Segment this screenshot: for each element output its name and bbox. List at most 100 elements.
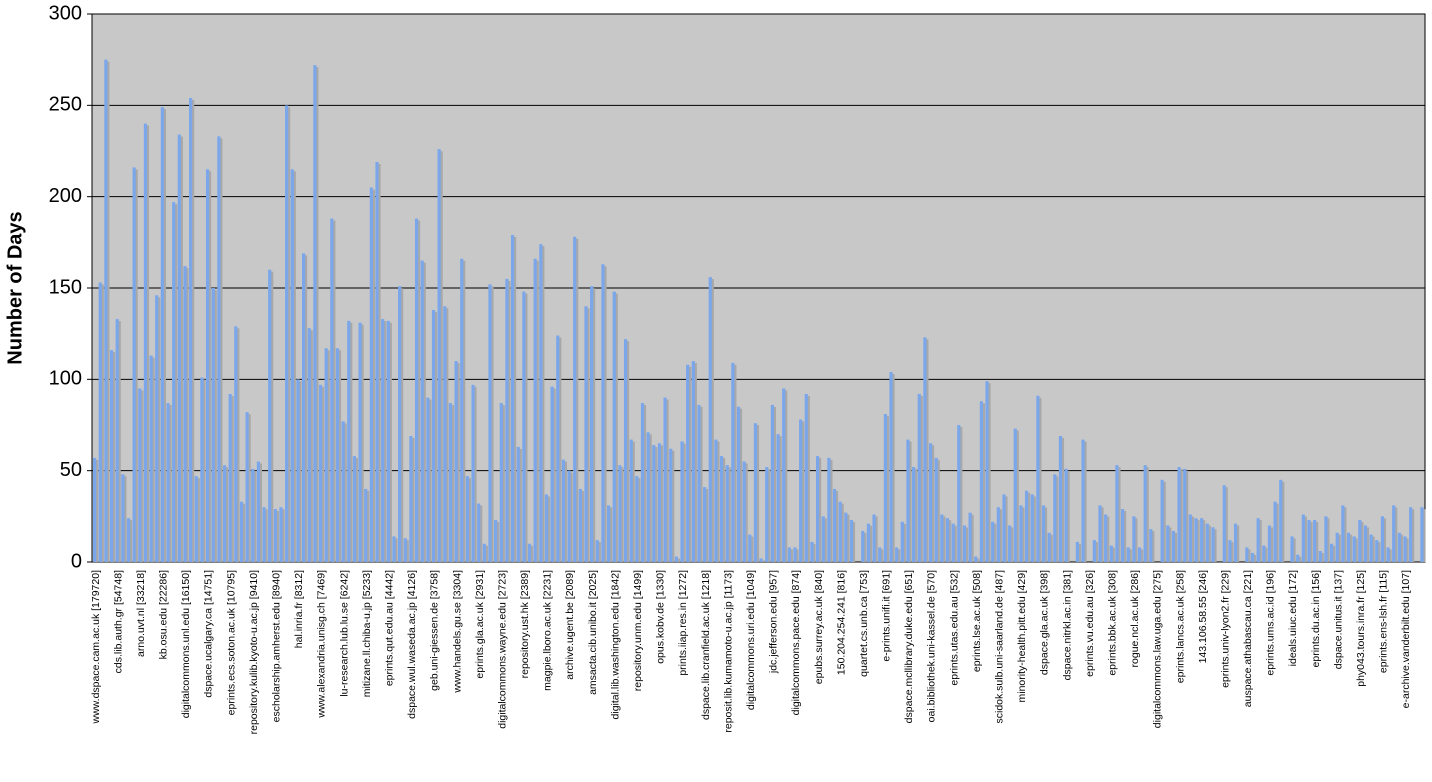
bar xyxy=(1329,543,1334,562)
bar xyxy=(590,286,594,562)
bar xyxy=(1019,505,1023,562)
bar xyxy=(996,507,1000,562)
bar xyxy=(544,494,549,562)
bar-shadow xyxy=(733,364,737,562)
bar-shadow xyxy=(117,321,121,562)
bar xyxy=(849,519,854,562)
bar-shadow xyxy=(897,549,901,562)
bar xyxy=(1256,518,1260,562)
bar xyxy=(189,98,193,562)
bar-shadow xyxy=(146,125,150,562)
bar-shadow xyxy=(750,536,754,562)
bar xyxy=(1290,536,1294,562)
bar-shadow xyxy=(377,163,381,562)
x-tick-label: reposit.lib.kumamoto-u.ac.jp [1173] xyxy=(722,570,734,733)
bar-shadow xyxy=(541,246,545,562)
bar xyxy=(285,105,289,562)
bar-shadow xyxy=(1360,521,1364,562)
bar xyxy=(268,269,272,562)
bar xyxy=(951,523,955,562)
bar-shadow xyxy=(1196,520,1200,562)
x-tick-label: dspace.unitus.it [137] xyxy=(1332,570,1344,669)
bar-shadow xyxy=(400,288,404,562)
bar-shadow xyxy=(1128,549,1132,562)
bar xyxy=(431,309,436,562)
bar-shadow xyxy=(309,330,313,562)
bar-shadow xyxy=(806,395,810,562)
bar-shadow xyxy=(1236,525,1240,562)
bar-shadow xyxy=(1044,507,1048,562)
bar xyxy=(872,514,876,562)
bar xyxy=(567,470,571,562)
bar-shadow xyxy=(603,266,607,562)
bar xyxy=(691,361,695,562)
bar-shadow xyxy=(106,61,110,563)
bar-shadow xyxy=(908,441,912,562)
x-tick-label: epubs.surrey.ac.uk [840] xyxy=(813,570,825,684)
bar xyxy=(1047,532,1051,562)
x-tick-label: opus.kobv.de [1330] xyxy=(655,570,667,664)
bar xyxy=(968,512,972,562)
bar-shadow xyxy=(552,388,556,562)
bar xyxy=(1233,523,1238,562)
bar xyxy=(454,361,458,562)
x-tick-label: dspace.gla.ac.uk [398] xyxy=(1039,570,1051,675)
x-tick-label: mitizane.ll.chiba-u.jp [5233] xyxy=(361,570,373,697)
bar-shadow xyxy=(1134,518,1138,562)
bar-shadow xyxy=(451,405,455,562)
bar xyxy=(601,264,605,562)
bar-shadow xyxy=(479,505,483,562)
bar-shadow xyxy=(321,386,325,562)
bar xyxy=(1397,532,1401,562)
bar xyxy=(251,468,255,562)
bar xyxy=(522,291,526,562)
bar xyxy=(1013,428,1017,562)
x-tick-label: eprints.gla.ac.uk [2931] xyxy=(474,570,486,679)
bar-shadow xyxy=(637,478,641,562)
bar-shadow xyxy=(1247,549,1251,562)
bar-shadow xyxy=(835,490,839,562)
bar-shadow xyxy=(1004,496,1008,562)
bar-shadow xyxy=(1066,470,1070,562)
x-tick-label: digitalcommons.wayne.edu [2723] xyxy=(496,570,508,729)
bar xyxy=(652,445,656,562)
bar-shadow xyxy=(654,447,658,562)
bar-shadow xyxy=(179,136,183,562)
bar xyxy=(149,355,153,562)
bar xyxy=(1188,514,1192,562)
bar-shadow xyxy=(1185,470,1189,562)
bar-shadow xyxy=(1027,492,1031,562)
bar-shadow xyxy=(1202,520,1206,562)
bar xyxy=(686,364,690,562)
bar-shadow xyxy=(1174,532,1178,562)
bar-shadow xyxy=(981,403,985,562)
bar xyxy=(674,556,678,562)
bar xyxy=(217,136,221,563)
bar xyxy=(420,260,424,562)
bar xyxy=(160,107,164,562)
bar xyxy=(443,306,447,562)
bar xyxy=(426,397,430,562)
bar-shadow xyxy=(693,363,697,562)
bar xyxy=(810,541,814,562)
bar xyxy=(115,319,119,562)
bar xyxy=(1335,532,1339,562)
bar-shadow xyxy=(1399,534,1403,562)
x-tick-label: amsacta.cib.unibo.it [2025] xyxy=(587,570,599,695)
bar-shadow xyxy=(1320,553,1324,562)
x-tick-label: minority-health.pitt.edu [429] xyxy=(1016,570,1028,703)
bar-shadow xyxy=(518,448,522,562)
bar xyxy=(1008,525,1012,562)
bar-shadow xyxy=(620,467,624,562)
bar xyxy=(1313,519,1317,562)
bar-shadow xyxy=(1371,536,1375,562)
bar-shadow xyxy=(1354,538,1358,562)
bar xyxy=(403,538,407,562)
bar-shadow xyxy=(1258,520,1262,562)
x-tick-label: lu-research.lub.lu.se [6242] xyxy=(338,570,350,697)
bar-shadow xyxy=(298,381,302,562)
bar xyxy=(155,295,159,562)
bar-shadow xyxy=(699,406,703,562)
bar xyxy=(612,291,616,562)
bar xyxy=(318,384,323,562)
